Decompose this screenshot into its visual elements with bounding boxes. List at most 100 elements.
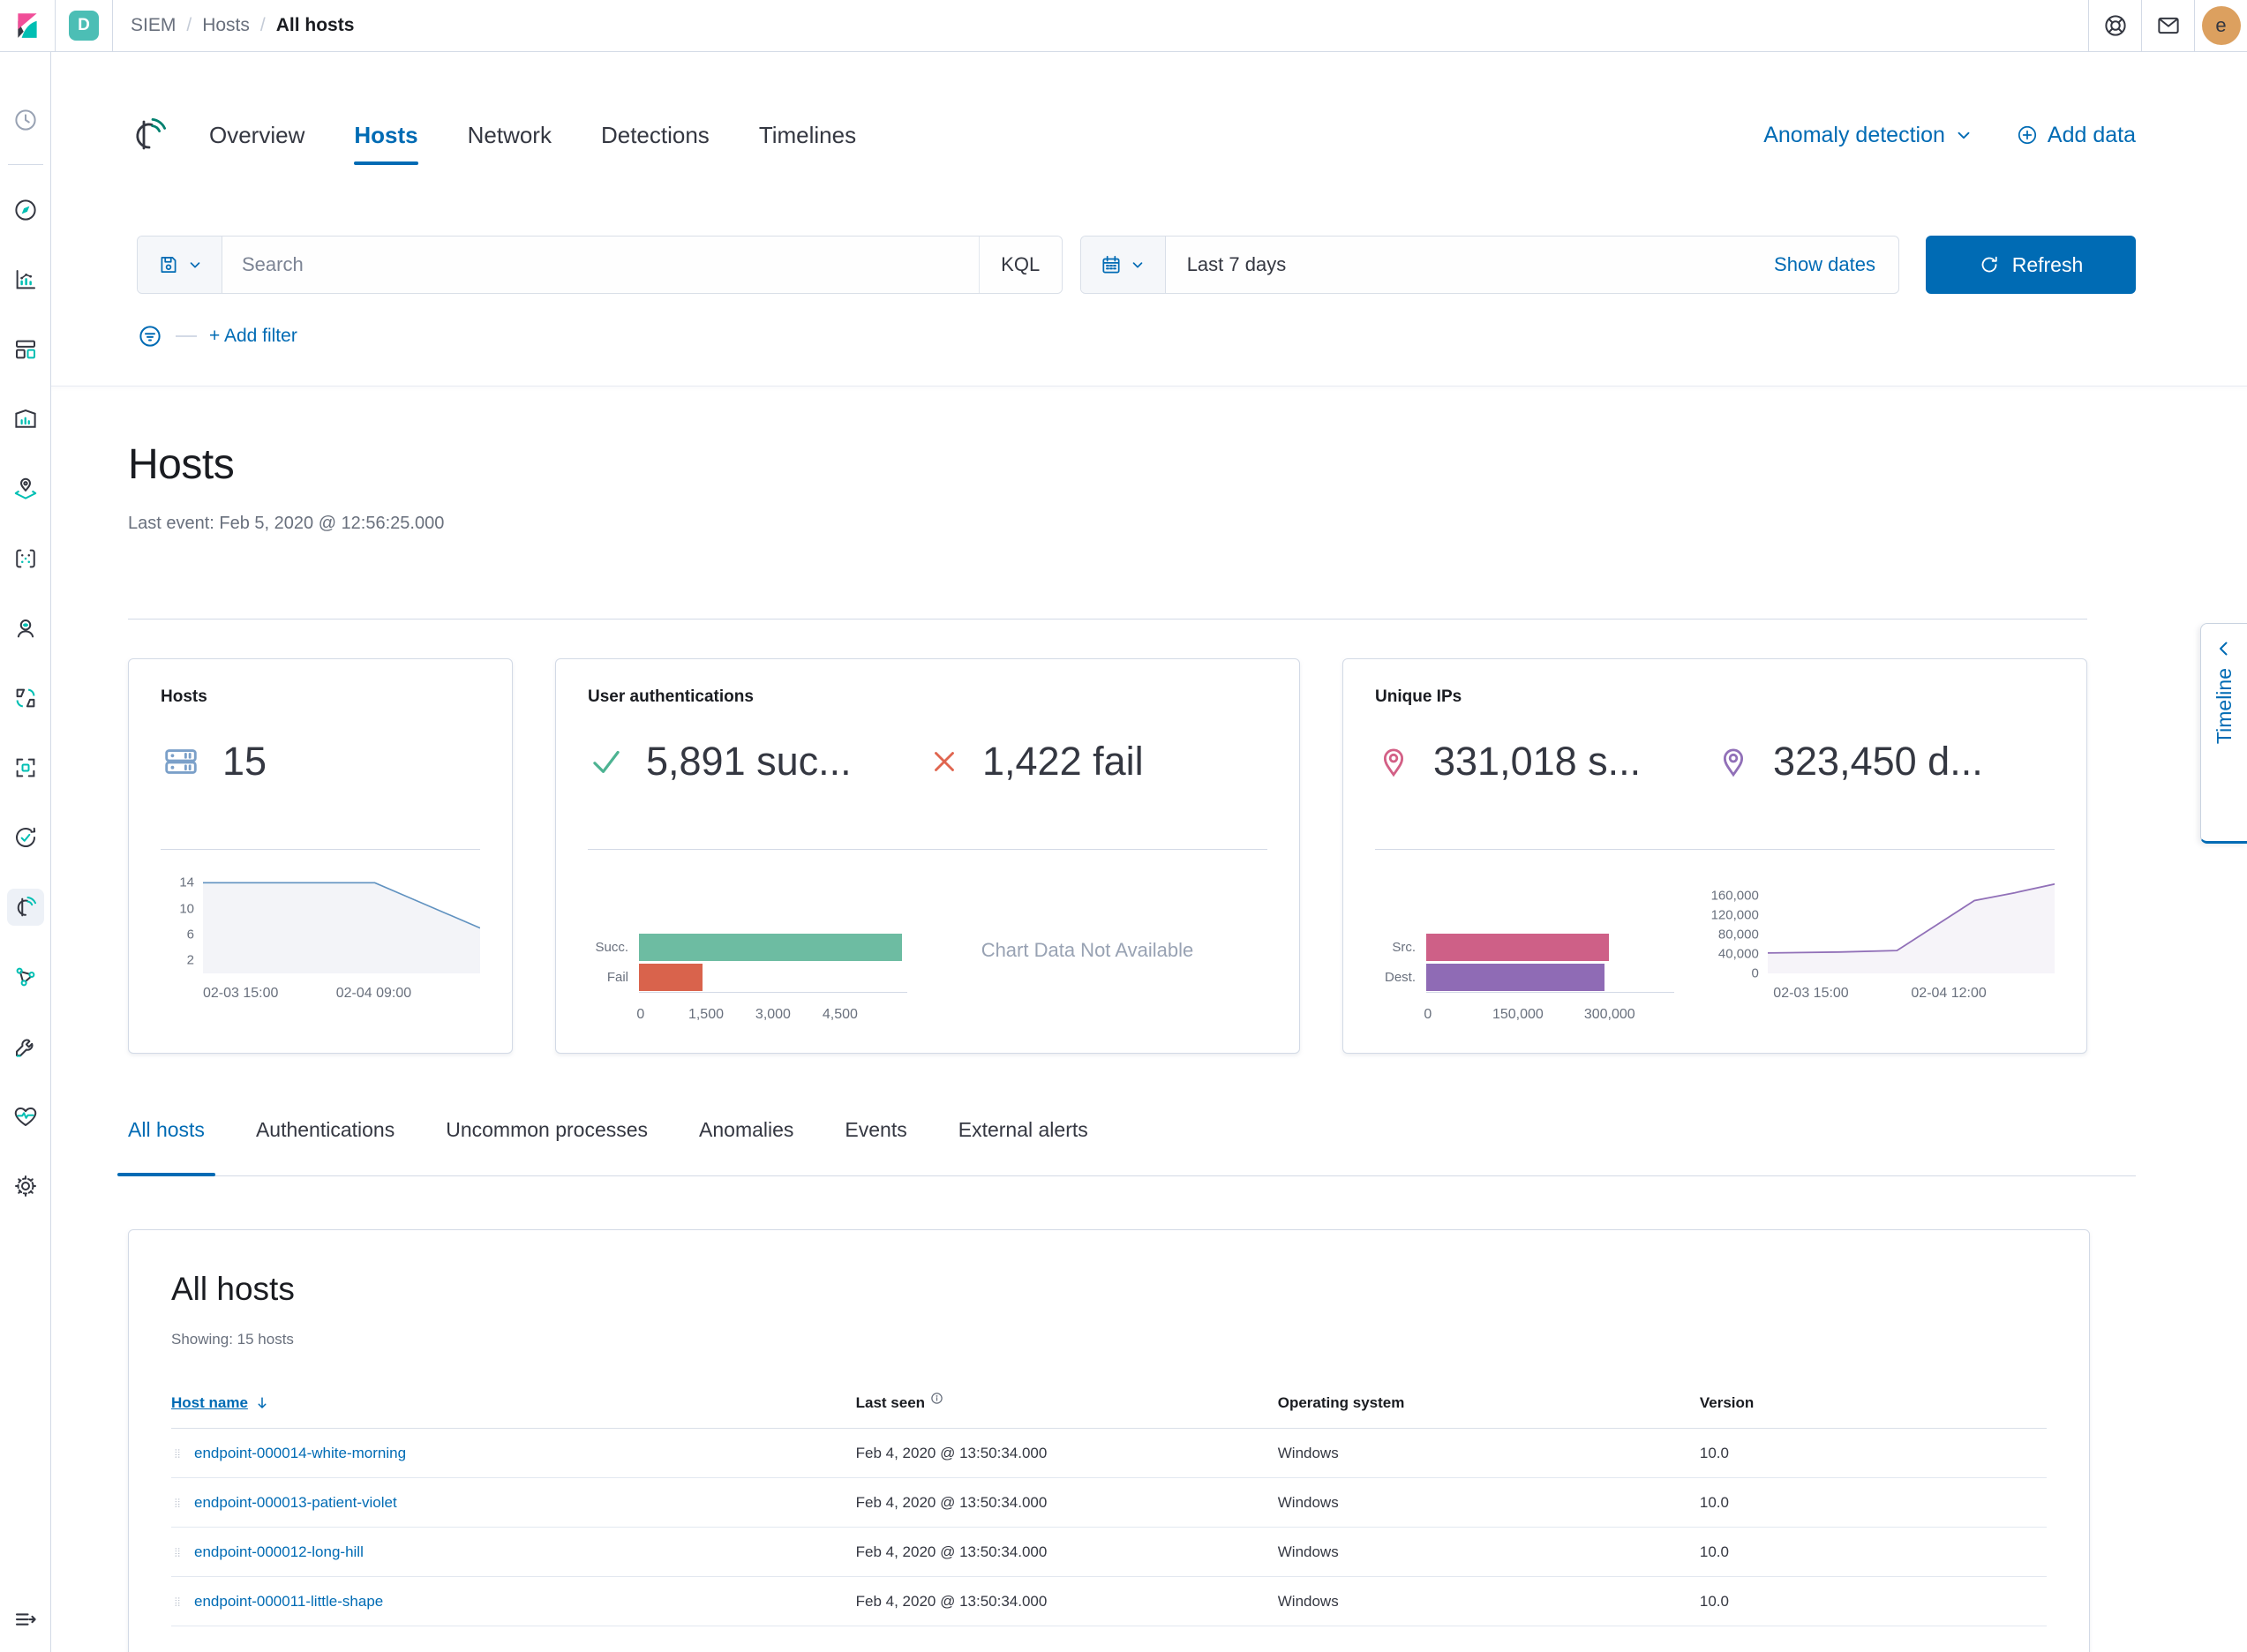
sidebar-item-canvas[interactable] — [7, 401, 44, 438]
sidebar-item-logs[interactable] — [7, 680, 44, 717]
chevron-left-icon — [2220, 642, 2228, 656]
os-cell: Windows — [1277, 1493, 1339, 1511]
panel-title: All hosts — [171, 1271, 295, 1307]
sidebar-item-metrics[interactable] — [7, 749, 44, 786]
drag-handle-icon[interactable] — [171, 1492, 184, 1513]
breadcrumb-current: All hosts — [275, 15, 355, 35]
date-range-value[interactable]: Last 7 days — [1186, 253, 1287, 275]
show-dates-button[interactable]: Show dates — [1774, 253, 1875, 275]
breadcrumb-hosts[interactable]: Hosts — [202, 15, 250, 35]
drag-handle-icon[interactable] — [171, 1591, 184, 1612]
logs-icon — [16, 688, 34, 708]
sidebar-item-discover[interactable] — [7, 191, 44, 229]
tab-events[interactable]: Events — [845, 1118, 907, 1141]
clock-icon — [14, 109, 36, 131]
kql-syntax-button[interactable]: KQL — [978, 237, 1062, 293]
column-header-operating-system: Operating system — [1277, 1394, 1405, 1411]
tab-timelines[interactable]: Timelines — [758, 121, 857, 148]
tab-uncommon-processes[interactable]: Uncommon processes — [446, 1118, 649, 1141]
card-divider — [161, 849, 480, 850]
tab-external-alerts[interactable]: External alerts — [958, 1118, 1088, 1141]
os-cell: Windows — [1277, 1543, 1339, 1560]
add-data-button[interactable]: Add data — [2016, 123, 2136, 148]
save-icon — [161, 257, 176, 273]
filter-dash — [176, 335, 197, 337]
space-switcher-button[interactable]: D — [56, 0, 112, 51]
column-header-last-seen[interactable]: Last seen — [856, 1392, 1278, 1412]
help-button[interactable] — [2088, 0, 2141, 51]
search-input[interactable] — [222, 237, 979, 293]
chart-no-data-message: Chart Data Not Available — [981, 939, 1194, 961]
user-menu-button[interactable]: e — [2194, 0, 2247, 51]
header-divider — [55, 0, 56, 51]
auth-success-value: 5,891 suc... — [646, 739, 852, 784]
date-picker-calendar-button[interactable] — [1080, 237, 1166, 293]
tab-authentications[interactable]: Authentications — [255, 1118, 395, 1141]
auth-success-metric: 5,891 suc... — [588, 739, 928, 785]
breadcrumb-separator: / — [186, 15, 192, 35]
sidebar-item-uptime[interactable] — [7, 819, 44, 856]
auth-success-bar — [639, 933, 903, 961]
timeline-flyout-button[interactable]: Timeline — [2200, 623, 2247, 844]
column-header-host-name[interactable]: Host name — [171, 1394, 271, 1412]
host-name-link[interactable]: endpoint-000011-little-shape — [194, 1592, 384, 1610]
sidebar-item-visualize[interactable] — [7, 261, 44, 298]
kibana-logo[interactable] — [0, 0, 55, 51]
ips-line-chart-y-axis: 160,000 120,000 80,000 40,000 0 — [1710, 888, 1759, 981]
siem-app-icon — [128, 114, 170, 156]
hosts-section-tabs: All hosts Authentications Uncommon proce… — [117, 1108, 2136, 1176]
kibana-logo-icon — [18, 13, 37, 38]
host-name-link[interactable]: endpoint-000013-patient-violet — [194, 1493, 397, 1511]
table-row: endpoint-000014-white-morning Feb 4, 202… — [171, 1429, 2047, 1478]
timeline-label: Timeline — [2212, 668, 2236, 745]
last-seen-cell: Feb 4, 2020 @ 13:50:34.000 — [855, 1592, 1048, 1610]
hosts-table: Host name Last seen Operating system — [171, 1392, 2047, 1626]
newsfeed-button[interactable] — [2141, 0, 2194, 51]
last-event-text: Last event: Feb 5, 2020 @ 12:56:25.000 — [128, 514, 445, 533]
menu-expand-icon — [15, 1613, 36, 1626]
cross-icon — [935, 752, 954, 771]
sidebar-item-apm[interactable] — [7, 958, 44, 995]
tab-all-hosts[interactable]: All hosts — [117, 1108, 215, 1176]
host-name-link[interactable]: endpoint-000014-white-morning — [194, 1444, 407, 1461]
table-row: endpoint-000013-patient-violet Feb 4, 20… — [171, 1478, 2047, 1528]
anomaly-detection-dropdown[interactable]: Anomaly detection — [1763, 123, 1973, 148]
sidebar-item-graph[interactable] — [7, 610, 44, 647]
sidebar-item-dev-tools[interactable] — [7, 1028, 44, 1065]
breadcrumb: SIEM / Hosts / All hosts — [131, 0, 354, 51]
last-seen-cell: Feb 4, 2020 @ 13:50:34.000 — [855, 1543, 1048, 1560]
sidebar-item-siem[interactable] — [6, 889, 44, 926]
sidebar-item-stack-monitoring[interactable] — [7, 1098, 44, 1135]
unique-ips-dest-metric: 323,450 d... — [1715, 739, 2055, 785]
drag-handle-icon[interactable] — [171, 1542, 184, 1563]
sidebar-item-machine-learning[interactable] — [7, 540, 44, 577]
nav-actions: Anomaly detection Add data — [1763, 123, 2136, 148]
tab-overview[interactable]: Overview — [209, 121, 305, 148]
gear-icon — [14, 1175, 36, 1197]
tab-network[interactable]: Network — [467, 121, 552, 148]
tab-hosts[interactable]: Hosts — [354, 121, 418, 165]
filter-icon[interactable] — [137, 323, 163, 349]
auth-bar-chart: Succ. Fail 0 1,500 3,000 — [588, 876, 907, 1025]
auth-fail-bar — [639, 963, 703, 991]
add-filter-button[interactable]: + Add filter — [209, 326, 297, 346]
drag-handle-icon[interactable] — [171, 1443, 184, 1464]
user-authentications-kpi-card: User authentications 5,891 suc... 1,422 … — [555, 658, 1300, 1054]
breadcrumb-siem[interactable]: SIEM — [131, 15, 177, 35]
refresh-button[interactable]: Refresh — [1926, 236, 2136, 294]
card-divider — [1375, 849, 2055, 850]
ips-dest-bar — [1426, 963, 1604, 991]
sidebar-item-management[interactable] — [7, 1168, 44, 1205]
ips-line-chart-x-axis: 02-03 15:00 02-04 12:00 — [1773, 986, 1987, 1001]
sidebar-collapse-button[interactable] — [7, 1601, 44, 1638]
tab-anomalies[interactable]: Anomalies — [699, 1118, 794, 1141]
sidebar-item-maps[interactable] — [7, 470, 44, 507]
tab-detections[interactable]: Detections — [600, 121, 710, 148]
sidebar-item-dashboard[interactable] — [7, 331, 44, 368]
kpi-cards-row: Hosts 15 14 — [128, 658, 2087, 1054]
uptime-icon — [15, 827, 35, 847]
sidebar-item-recently-viewed[interactable] — [7, 101, 44, 139]
saved-query-menu-button[interactable] — [138, 237, 222, 293]
host-name-link[interactable]: endpoint-000012-long-hill — [194, 1543, 364, 1560]
column-header-version: Version — [1699, 1394, 1755, 1411]
